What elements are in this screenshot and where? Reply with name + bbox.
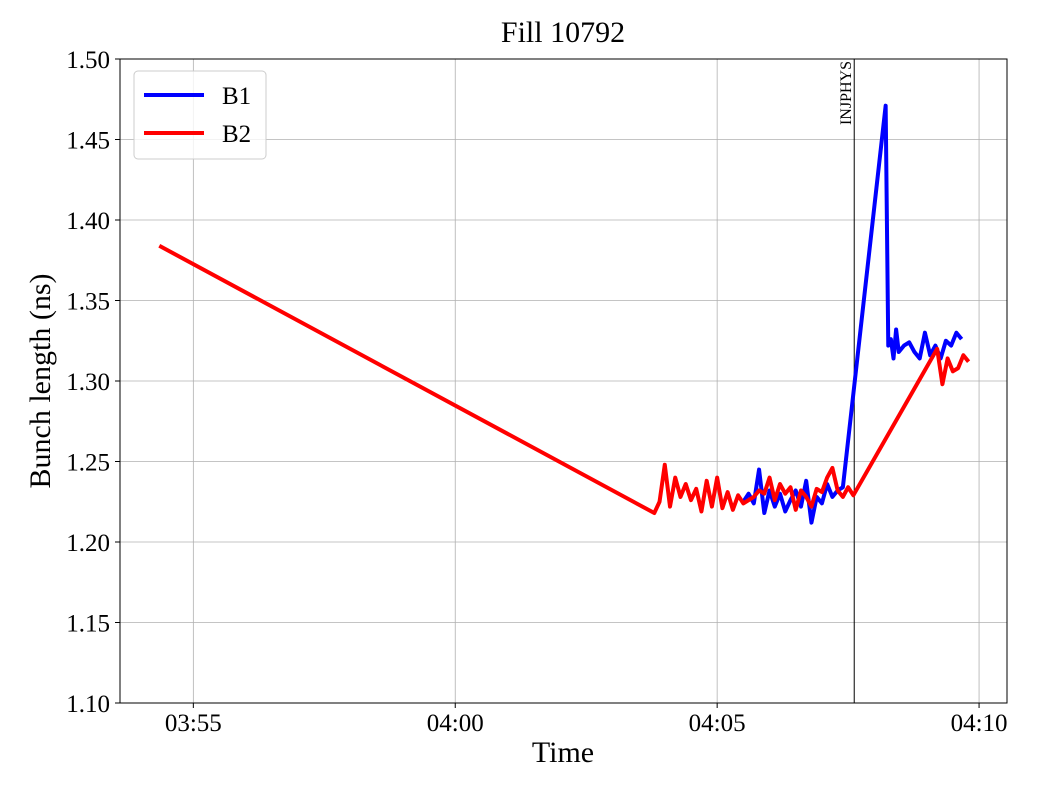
x-tick-label: 04:10 (951, 710, 1008, 737)
y-tick-label: 1.45 (66, 128, 110, 155)
legend-label: B2 (222, 121, 251, 148)
y-tick-label: 1.15 (66, 611, 110, 638)
x-tick-label: 04:00 (427, 710, 484, 737)
series-line (741, 103, 964, 525)
y-tick-label: 1.35 (66, 289, 110, 316)
y-axis-label: Bunch length (ns) (24, 274, 57, 489)
y-tick-label: 1.30 (66, 369, 110, 396)
x-tick-label: 04:05 (689, 710, 746, 737)
event-label: INJPHYS (838, 61, 855, 125)
y-tick-label: 1.40 (66, 208, 110, 235)
x-axis-label: Time (532, 736, 594, 769)
y-tick-label: 1.50 (66, 47, 110, 74)
chart-title: Fill 10792 (501, 16, 625, 49)
y-tick-label: 1.25 (66, 450, 110, 477)
x-tick-label: 03:55 (165, 710, 222, 737)
plot-frame (119, 58, 1008, 704)
y-tick-label: 1.20 (66, 530, 110, 557)
legend-label: B1 (222, 83, 251, 110)
series-line (158, 244, 971, 516)
y-tick-label: 1.10 (66, 691, 110, 718)
